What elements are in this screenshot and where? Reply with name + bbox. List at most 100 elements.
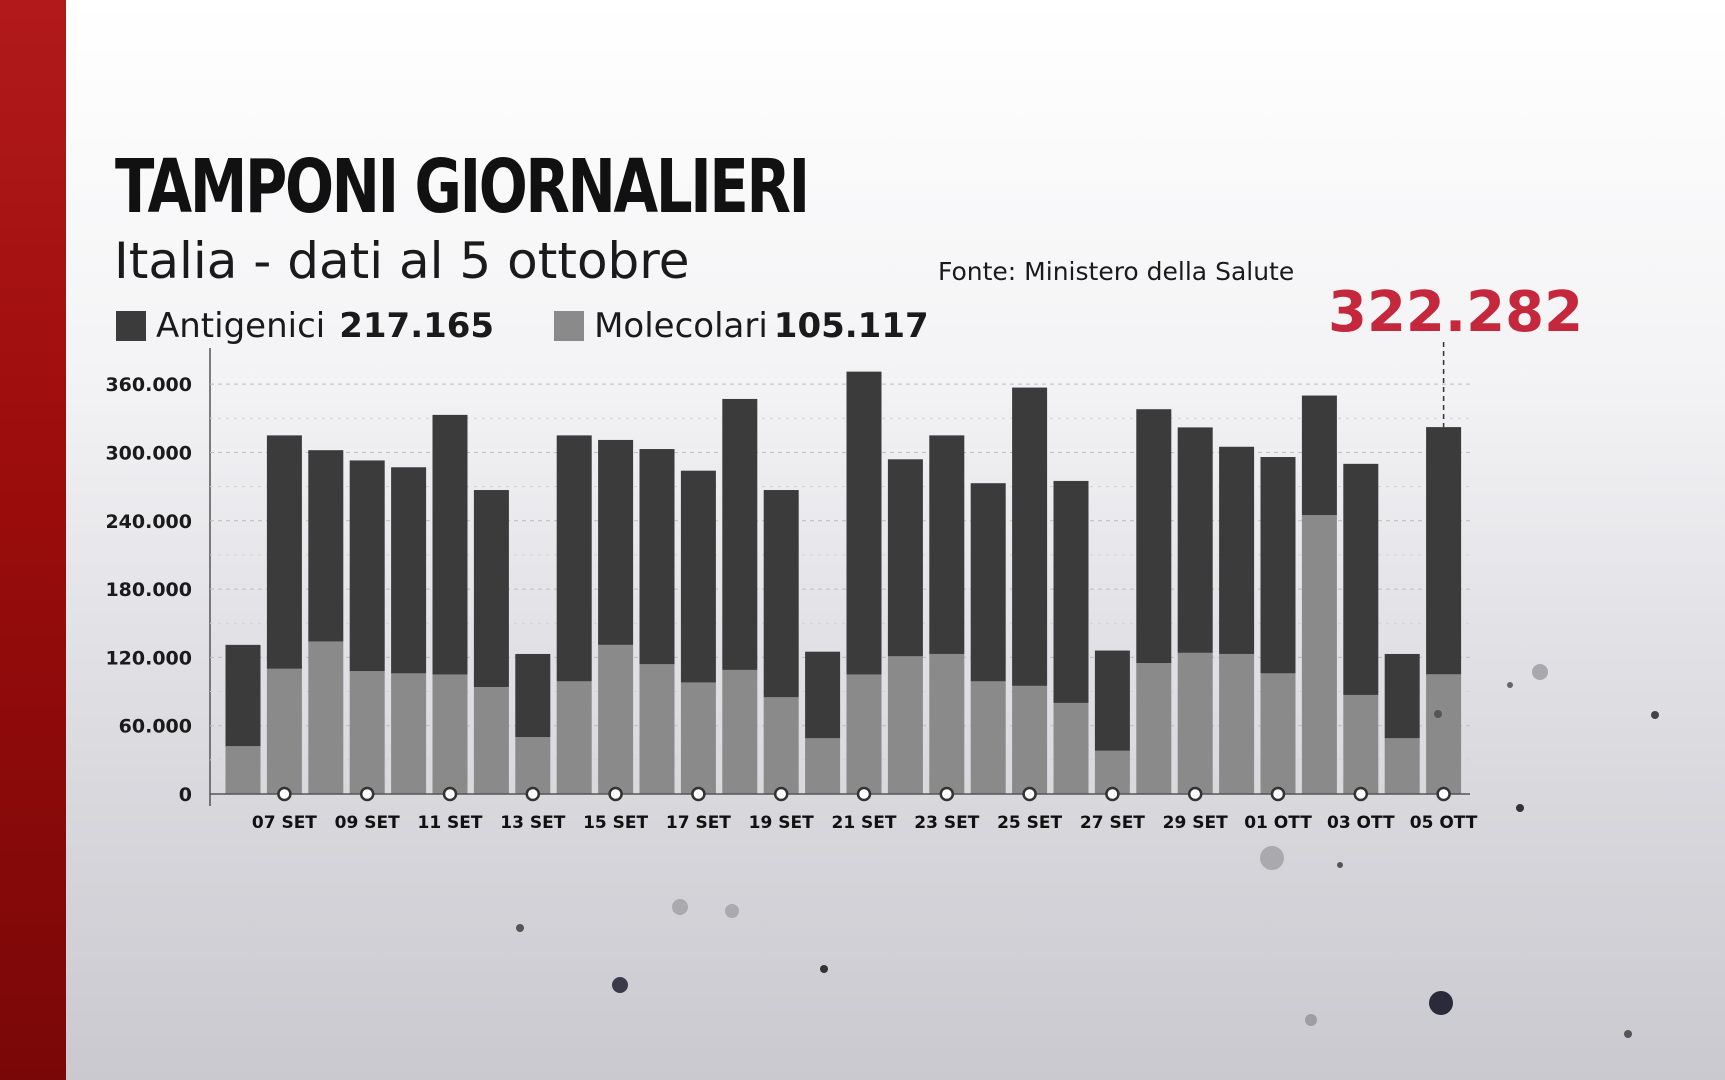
decorative-dot: [725, 904, 739, 918]
legend-label-antigenici: Antigenici: [156, 306, 326, 346]
x-tick-label: 05 OTT: [1410, 813, 1478, 833]
bar-molecolari: [929, 653, 965, 794]
y-tick-label: 240.000: [105, 511, 192, 533]
x-tick-label: 11 SET: [417, 813, 482, 833]
x-tick-label: 01 OTT: [1244, 813, 1312, 833]
y-tick-label: 180.000: [105, 579, 192, 601]
x-tick-label: 29 SET: [1163, 813, 1228, 833]
bar-antigenici: [1053, 480, 1089, 703]
bar-molecolari: [515, 737, 551, 794]
bar-antigenici: [639, 449, 675, 665]
decorative-dot: [1260, 846, 1284, 870]
x-tick-marker: [1187, 786, 1203, 802]
bar-molecolari: [680, 682, 716, 794]
x-tick-marker: [442, 786, 458, 802]
legend-value-antigenici: 217.165: [339, 306, 495, 346]
x-tick-label: 21 SET: [831, 813, 896, 833]
bar-molecolari: [1343, 694, 1379, 794]
x-tick-marker: [773, 786, 789, 802]
legend-swatch-molecolari: [554, 311, 585, 341]
x-tick-marker: [525, 786, 541, 802]
x-tick-marker: [1353, 786, 1369, 802]
x-tick-label: 25 SET: [997, 813, 1062, 833]
legend-item-antigenici: Antigenici 217.165: [116, 306, 494, 346]
y-tick-label: 120.000: [105, 647, 192, 669]
x-tick-marker: [939, 786, 955, 802]
legend-item-molecolari: Molecolari 105.117: [554, 306, 929, 346]
bar-antigenici: [929, 435, 965, 654]
decorative-dot: [1651, 711, 1659, 719]
decorative-dot: [1532, 664, 1548, 680]
x-tick-label: 09 SET: [335, 813, 400, 833]
bar-molecolari: [1012, 685, 1048, 794]
bar-molecolari: [473, 686, 509, 794]
chart-subtitle: Italia - dati al 5 ottobre: [114, 232, 690, 290]
bar-antigenici: [308, 450, 344, 642]
x-tick-marker: [359, 786, 375, 802]
bar-molecolari: [1177, 652, 1213, 794]
bar-molecolari: [1301, 515, 1337, 794]
x-tick-label: 23 SET: [914, 813, 979, 833]
bar-molecolari: [266, 668, 302, 794]
legend-label-molecolari: Molecolari: [594, 306, 768, 346]
bar-molecolari: [349, 671, 385, 794]
legend-value-molecolari: 105.117: [773, 306, 929, 346]
bar-antigenici: [1343, 463, 1379, 695]
legend: Antigenici 217.165 Molecolari 105.117: [116, 306, 989, 346]
bar-molecolari: [1260, 673, 1296, 794]
bar-molecolari: [308, 641, 344, 794]
decorative-dot: [820, 965, 828, 973]
x-tick-marker: [1022, 786, 1037, 802]
x-tick-marker: [1105, 786, 1120, 802]
bar-antigenici: [970, 483, 1006, 682]
bar-molecolari: [1426, 674, 1462, 794]
bar-antigenici: [1260, 457, 1296, 674]
decorative-dot: [1516, 804, 1524, 812]
bar-molecolari: [763, 697, 799, 794]
x-tick-label: 15 SET: [583, 813, 648, 833]
bar-antigenici: [225, 644, 261, 747]
bar-molecolari: [1384, 738, 1420, 794]
x-tick-marker: [277, 786, 292, 802]
bar-antigenici: [598, 439, 634, 645]
bar-antigenici: [1177, 427, 1213, 653]
x-tick-label: 13 SET: [500, 813, 565, 833]
y-tick-label: 0: [179, 784, 192, 806]
decorative-dot: [1624, 1030, 1632, 1038]
bar-molecolari: [722, 669, 758, 794]
bar-molecolari: [1053, 702, 1089, 794]
y-tick-label: 300.000: [105, 442, 192, 464]
chart-title: TAMPONI GIORNALIERI: [115, 144, 810, 230]
bar-molecolari: [432, 674, 468, 794]
x-tick-label: 03 OTT: [1327, 813, 1395, 833]
bar-antigenici: [887, 459, 923, 657]
highlight-total: 322.282: [1328, 280, 1584, 345]
bar-antigenici: [805, 651, 841, 739]
decorative-dot: [1507, 682, 1513, 688]
source-note: Fonte: Ministero della Salute: [938, 257, 1295, 286]
x-tick-marker: [856, 786, 872, 802]
bar-antigenici: [722, 398, 758, 670]
bar-antigenici: [1012, 387, 1048, 686]
decorative-dot: [672, 899, 688, 915]
bar-molecolari: [1136, 663, 1172, 794]
bar-molecolari: [225, 746, 261, 794]
bar-antigenici: [1094, 650, 1130, 751]
bar-molecolari: [556, 681, 592, 794]
bar-antigenici: [763, 490, 799, 698]
x-tick-marker: [608, 786, 623, 802]
bar-molecolari: [846, 674, 882, 794]
bar-antigenici: [391, 467, 427, 674]
bar-antigenici: [1301, 395, 1337, 516]
bar-antigenici: [1384, 653, 1420, 739]
bar-molecolari: [598, 644, 634, 794]
bar-antigenici: [432, 414, 468, 675]
bar-antigenici: [1136, 409, 1172, 664]
decorative-dot: [1429, 991, 1453, 1015]
y-tick-label: 360.000: [105, 374, 192, 396]
bar-molecolari: [639, 664, 675, 794]
bar-antigenici: [349, 460, 385, 672]
x-tick-marker: [1270, 786, 1286, 802]
bar-antigenici: [1219, 446, 1255, 654]
